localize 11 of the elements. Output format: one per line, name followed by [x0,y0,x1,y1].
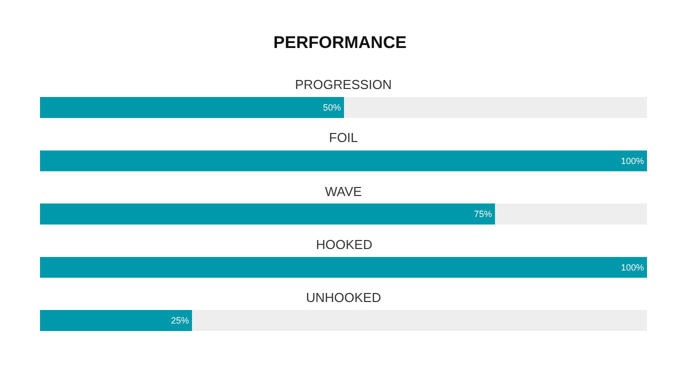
y-tick-label: PROGRESSION [295,77,392,92]
data-label: 50% [322,102,341,112]
chart-title: PERFORMANCE [273,32,407,52]
y-tick-label: WAVE [325,184,362,199]
data-label: 25% [170,316,189,326]
y-tick-label: UNHOOKED [306,290,382,305]
data-label: 100% [620,262,644,272]
y-tick-label: FOIL [329,130,358,145]
y-tick-label: HOOKED [316,237,372,252]
data-label: 100% [620,156,644,166]
data-label: 75% [474,209,492,219]
